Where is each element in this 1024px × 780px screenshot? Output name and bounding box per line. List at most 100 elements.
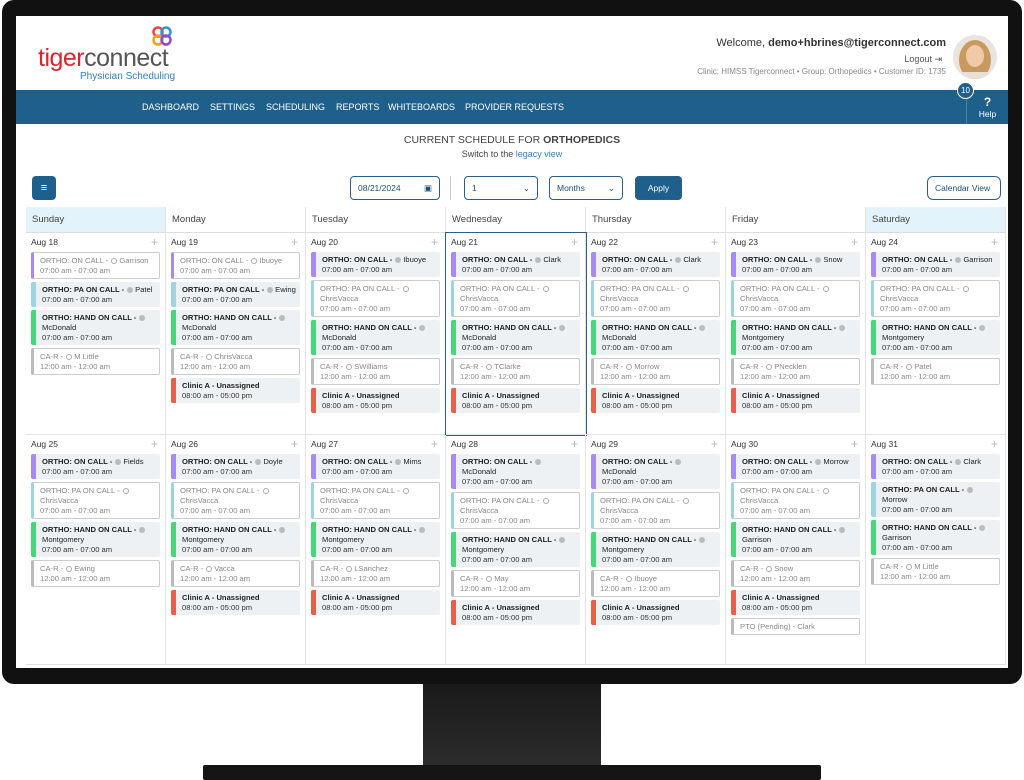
event[interactable]: ORTHO: HAND ON CALL -McDonald 07:00 am - … — [311, 320, 440, 355]
event[interactable]: Clinic A - Unassigned 08:00 am - 05:00 pm — [731, 590, 860, 615]
avatar[interactable] — [952, 34, 998, 80]
event[interactable]: ORTHO: ON CALL - Garrison 07:00 am - 07:00… — [871, 252, 1000, 277]
help-button[interactable]: ? Help — [966, 90, 1008, 124]
add-button[interactable]: + — [850, 235, 858, 249]
add-button[interactable]: + — [710, 235, 718, 249]
event[interactable]: ORTHO: ON CALL -McDonald 07:00 am - 07:00… — [451, 454, 580, 489]
event[interactable]: ORTHO: PA ON CALL -ChrisVacca 07:00 am - … — [451, 280, 580, 317]
add-button[interactable]: + — [710, 437, 718, 451]
event[interactable]: ORTHO: PA ON CALL -ChrisVacca 07:00 am - … — [31, 482, 160, 519]
event[interactable]: ORTHO: PA ON CALL -ChrisVacca 07:00 am - … — [591, 280, 720, 317]
unit-value[interactable]: Months — [557, 183, 585, 193]
add-button[interactable]: + — [990, 235, 998, 249]
event[interactable]: Clinic A - Unassigned 08:00 am - 05:00 pm — [311, 590, 440, 615]
nav-item[interactable]: SCHEDULING — [266, 102, 326, 112]
event[interactable]: ORTHO: HAND ON CALL -Montgomery 07:00 am … — [731, 320, 860, 355]
date-value[interactable]: 08/21/2024 — [358, 183, 401, 193]
event[interactable]: PTO (Pending) - Clark — [731, 618, 860, 635]
legacy-link[interactable]: legacy view — [515, 149, 563, 159]
menu-button[interactable]: ≡ — [32, 176, 56, 200]
view-select[interactable]: Calendar View ⌄ — [927, 176, 1001, 215]
add-button[interactable]: + — [150, 437, 158, 451]
count-value[interactable]: 1 — [472, 183, 477, 193]
event[interactable]: ORTHO: HAND ON CALL -McDonald 07:00 am - … — [171, 310, 300, 345]
event[interactable]: Clinic A - Unassigned 08:00 am - 05:00 pm — [591, 388, 720, 413]
event[interactable]: Clinic A - Unassigned 08:00 am - 05:00 pm — [591, 600, 720, 625]
event[interactable]: ORTHO: PA ON CALL -ChrisVacca 07:00 am - … — [311, 280, 440, 317]
event[interactable]: ORTHO: HAND ON CALL -Garrison 07:00 am - … — [871, 520, 1000, 555]
add-button[interactable]: + — [570, 437, 578, 451]
unit-select[interactable]: Months ⌄ — [549, 176, 623, 200]
help-icon[interactable]: ? — [983, 95, 992, 109]
event[interactable]: Clinic A - Unassigned 08:00 am - 05:00 pm — [311, 388, 440, 413]
event[interactable]: ORTHO: PA ON CALL -ChrisVacca 07:00 am - … — [871, 280, 1000, 317]
event[interactable]: CA-R - Ibuoye 12:00 am - 12:00 am — [591, 570, 720, 597]
event[interactable]: ORTHO: ON CALL - Fields 07:00 am - 07:00 a… — [31, 454, 160, 479]
event[interactable]: ORTHO: HAND ON CALL -Montgomery 07:00 am … — [311, 522, 440, 557]
event[interactable]: ORTHO: ON CALL - Ibuoye 07:00 am - 07:00 a… — [311, 252, 440, 277]
event[interactable]: CA-R - Morrow 12:00 am - 12:00 am — [591, 358, 720, 385]
event[interactable]: ORTHO: HAND ON CALL -Montgomery 07:00 am … — [31, 522, 160, 557]
event[interactable]: ORTHO: HAND ON CALL -Montgomery 07:00 am … — [591, 532, 720, 567]
add-button[interactable]: + — [290, 235, 298, 249]
event[interactable]: ORTHO: HAND ON CALL -Garrison 07:00 am - … — [731, 522, 860, 557]
event[interactable]: CA-R - Vacca 12:00 am - 12:00 am — [171, 560, 300, 587]
view-value[interactable]: Calendar View — [935, 183, 991, 193]
nav-item[interactable]: PROVIDER REQUESTS — [465, 102, 565, 112]
event[interactable]: CA-R - ChrisVacca 12:00 am - 12:00 am — [171, 348, 300, 375]
event[interactable]: CA-R - Patel 12:00 am - 12:00 am — [871, 358, 1000, 385]
event[interactable]: ORTHO: PA ON CALL -ChrisVacca 07:00 am - … — [451, 492, 580, 529]
event[interactable]: CA-R - LSanchez 12:00 am - 12:00 am — [311, 560, 440, 587]
add-button[interactable]: + — [430, 437, 438, 451]
event[interactable]: ORTHO: ON CALL - Clark 07:00 am - 07:00 am — [451, 252, 580, 277]
event[interactable]: ORTHO: PA ON CALL - Ewing 07:00 am - 07:00… — [171, 282, 300, 307]
event[interactable]: ORTHO: HAND ON CALL -Montgomery 07:00 am … — [451, 532, 580, 567]
event[interactable]: ORTHO: ON CALL - Clark 07:00 am - 07:00 am — [871, 454, 1000, 479]
add-button[interactable]: + — [150, 235, 158, 249]
event[interactable]: CA-R - M Little 12:00 am - 12:00 am — [31, 348, 160, 375]
count-select[interactable]: 1 ⌄ — [464, 176, 538, 200]
event[interactable]: ORTHO: ON CALL - Mims 07:00 am - 07:00 am — [311, 454, 440, 479]
event[interactable]: CA-R - SWilliams 12:00 am - 12:00 am — [311, 358, 440, 385]
event[interactable]: CA-R - May 12:00 am - 12:00 am — [451, 570, 580, 597]
logout-label[interactable]: Logout — [904, 54, 932, 64]
event[interactable]: CA-R - Ewing 12:00 am - 12:00 am — [31, 560, 160, 587]
event[interactable]: ORTHO: HAND ON CALL -McDonald 07:00 am - … — [591, 320, 720, 355]
nav-item[interactable]: REPORTS — [336, 102, 380, 112]
event[interactable]: ORTHO: ON CALL -McDonald 07:00 am - 07:00… — [591, 454, 720, 489]
event[interactable]: ORTHO: HAND ON CALL -Montgomery 07:00 am … — [171, 522, 300, 557]
date-input[interactable]: 08/21/2024 ▣ — [350, 176, 440, 200]
add-button[interactable]: + — [430, 235, 438, 249]
event[interactable]: ORTHO: ON CALL - Doyle 07:00 am - 07:00 am — [171, 454, 300, 479]
add-button[interactable]: + — [570, 235, 578, 249]
event[interactable]: ORTHO: PA ON CALL - Patel 07:00 am - 07:00… — [31, 282, 160, 307]
event[interactable]: ORTHO: PA ON CALL -ChrisVacca 07:00 am - … — [591, 492, 720, 529]
event[interactable]: CA-R - PNecklen 12:00 am - 12:00 am — [731, 358, 860, 385]
help-label[interactable]: Help — [978, 109, 997, 119]
event[interactable]: CA-R - TClarke 12:00 am - 12:00 am — [451, 358, 580, 385]
event[interactable]: ORTHO: PA ON CALL -ChrisVacca 07:00 am - … — [311, 482, 440, 519]
apply-button[interactable]: Apply — [635, 176, 682, 200]
event[interactable]: Clinic A - Unassigned 08:00 am - 05:00 pm — [451, 388, 580, 413]
event[interactable]: ORTHO: PA ON CALL -Morrow 07:00 am - 07:0… — [871, 482, 1000, 517]
add-button[interactable]: + — [290, 437, 298, 451]
event[interactable]: ORTHO: ON CALL - Garrison 07:00 am - 07:00… — [31, 252, 160, 279]
event[interactable]: ORTHO: ON CALL - Morrow 07:00 am - 07:00 a… — [731, 454, 860, 479]
event[interactable]: ORTHO: HAND ON CALL -McDonald 07:00 am - … — [31, 310, 160, 345]
nav-item[interactable]: WHITEBOARDS — [388, 102, 456, 112]
event[interactable]: ORTHO: ON CALL - Ibuoye 07:00 am - 07:00 a… — [171, 252, 300, 279]
notification-badge[interactable]: 10 — [957, 82, 974, 99]
add-button[interactable]: + — [990, 437, 998, 451]
add-button[interactable]: + — [850, 437, 858, 451]
event[interactable]: Clinic A - Unassigned 08:00 am - 05:00 pm — [171, 590, 300, 615]
nav-item[interactable]: DASHBOARD — [142, 102, 200, 112]
event[interactable]: Clinic A - Unassigned 08:00 am - 05:00 pm — [731, 388, 860, 413]
nav-item[interactable]: SETTINGS — [210, 102, 256, 112]
logout[interactable]: Logout ⇥ — [904, 54, 942, 64]
event[interactable]: ORTHO: PA ON CALL -ChrisVacca 07:00 am - … — [171, 482, 300, 519]
event[interactable]: ORTHO: HAND ON CALL -McDonald 07:00 am - … — [451, 320, 580, 355]
event[interactable]: ORTHO: ON CALL - Snow 07:00 am - 07:00 am — [731, 252, 860, 277]
event[interactable]: ORTHO: PA ON CALL -ChrisVacca 07:00 am - … — [731, 482, 860, 519]
event[interactable]: Clinic A - Unassigned 08:00 am - 05:00 pm — [451, 600, 580, 625]
event[interactable]: ORTHO: ON CALL - Clark 07:00 am - 07:00 am — [591, 252, 720, 277]
